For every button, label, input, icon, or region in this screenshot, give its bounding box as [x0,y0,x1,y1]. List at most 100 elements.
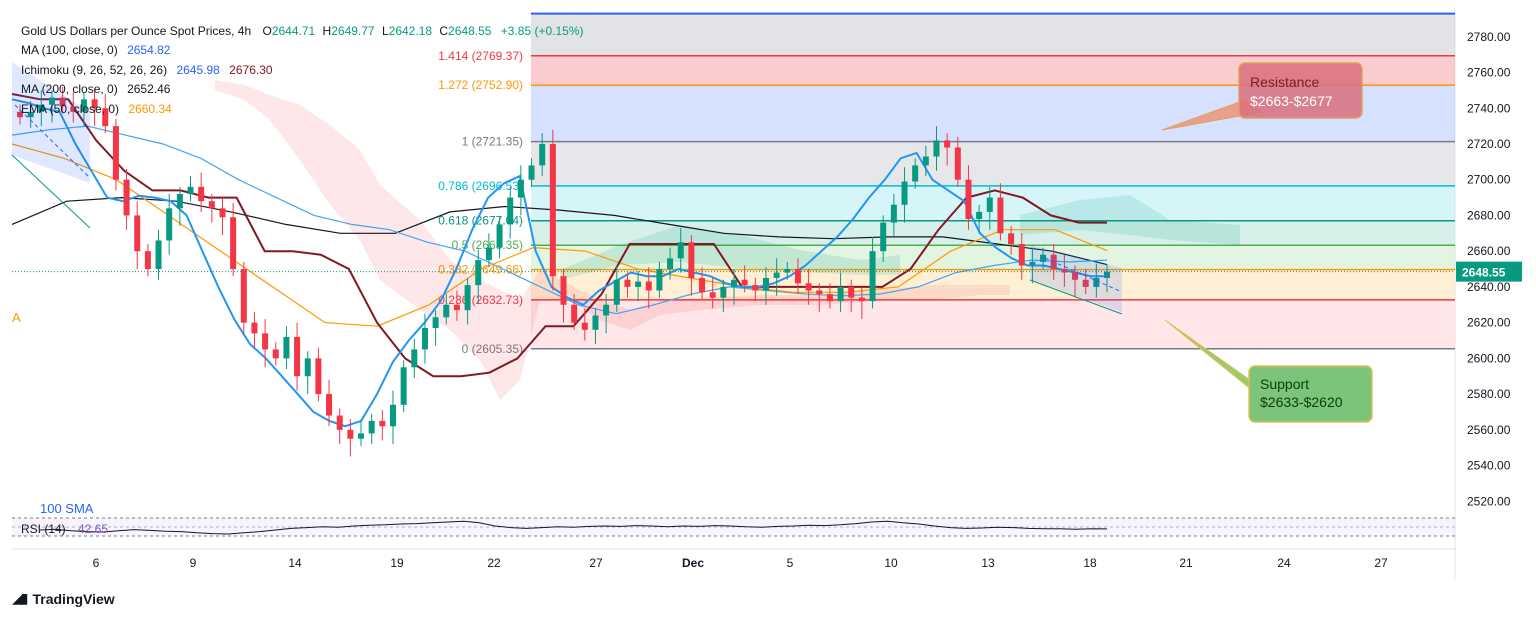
y-tick-label: 2560.00 [1467,423,1511,437]
candle-body [592,315,599,330]
candle-body [762,277,769,291]
candle-body [1082,279,1089,287]
rsi-line [39,520,1108,535]
candle-body [933,140,940,157]
candle-body [816,290,823,295]
candle-body [283,336,290,359]
candle-body [667,258,674,270]
x-tick-label: 5 [787,556,794,570]
y-tick-label: 2600.00 [1467,351,1511,365]
y-tick-label: 2520.00 [1467,494,1511,508]
fib-level-label: 1 (2721.35) [462,135,523,149]
tenkan-line [11,98,1107,428]
candle-body [571,304,578,323]
ichimoku-cloud-layer [215,80,1240,400]
fib-zone [531,220,1455,246]
ma200-line [11,196,1108,266]
y-tick-label: 2680.00 [1467,208,1511,222]
candle-body [102,108,109,127]
candle-body [17,111,23,118]
ichimoku-cloud-bearish [215,80,1010,400]
candle-body [965,179,972,220]
candle-body [805,283,812,291]
candle-body [528,165,535,180]
y-tick-label: 2780.00 [1467,30,1511,44]
candle-body [581,322,588,330]
candle-body [720,286,727,298]
candle-body [976,211,983,220]
kijun-line [11,93,1107,378]
candle-body [880,222,887,252]
channel-line-left [11,154,91,229]
y-tick-label: 2720.00 [1467,137,1511,151]
candle-body [517,179,524,198]
candle-body [59,97,66,107]
y-tick-label: 2620.00 [1467,316,1511,330]
candle-body [262,333,269,350]
x-tick-label: 6 [93,556,100,570]
candle-body [858,297,865,302]
candle-body [155,240,162,270]
fib-level-label: 0.5 (2663.35) [452,238,523,252]
candle-body [27,111,34,118]
annotations-layer: Resistance $2663-$2677 Support $2633-$2620 A… [11,62,1373,516]
x-tick-label: 14 [288,556,302,570]
candle-body [752,285,759,291]
indicator-lines-layer [11,93,1455,428]
y-tick-label: 2580.00 [1467,387,1511,401]
fib-level-label: 1.272 (2752.90) [438,78,523,92]
channel-mid-right [1044,257,1123,293]
candle-body [379,420,386,427]
candles-layer [17,86,1110,457]
fib-level-label: 0.236 (2632.73) [438,293,523,307]
candle-body [1040,254,1047,262]
candle-body [80,99,87,112]
candle-body [358,433,365,439]
resistance-label: Resistance [1250,74,1319,90]
candle-body [304,358,311,377]
candle-body [144,251,151,270]
candle-body [453,304,460,311]
candle-body [912,165,919,182]
fib-zone [531,299,1455,349]
candle-body [166,208,173,241]
candle-body [1061,269,1068,273]
y-tick-label: 2700.00 [1467,173,1511,187]
candle-body [837,286,844,302]
y-tick-label: 2740.00 [1467,101,1511,115]
x-tick-label: Dec [682,556,704,570]
candle-body [507,197,514,225]
candle-body [389,404,396,427]
candle-body [496,224,503,248]
candle-body [869,251,876,302]
rsi-layer: RSI (14) 42.65 [12,517,1455,537]
candle-body [475,260,482,286]
x-tick-label: 22 [487,556,501,570]
last-price-badge [1456,261,1522,282]
axes-layer: 2780.00 2760.00 2740.00 2720.00 2700.00 2680.… [93,30,1522,570]
x-tick-label: 21 [1179,556,1193,570]
ichimoku-cloud-bullish [560,225,900,280]
candle-body [294,336,301,377]
y-tick-label: 2760.00 [1467,66,1511,80]
candle-body [240,269,247,323]
candle-body [112,126,119,180]
candle-body [954,147,961,180]
candle-body [91,99,98,109]
support-label: Support [1260,376,1309,392]
x-tick-label: 9 [190,556,197,570]
rsi-label: RSI (14) [21,522,66,536]
candle-body [208,201,215,209]
x-tick-label: 13 [981,556,995,570]
candle-body [986,197,993,212]
ichimoku-cloud-future [1020,195,1240,245]
candle-body [411,349,418,368]
candle-body [901,181,908,205]
candle-body [1008,233,1015,245]
candle-body [251,322,258,334]
tradingview-brand[interactable]: ◢▮ TradingView [12,590,115,607]
candle-body [432,317,439,328]
candle-body [485,247,492,261]
